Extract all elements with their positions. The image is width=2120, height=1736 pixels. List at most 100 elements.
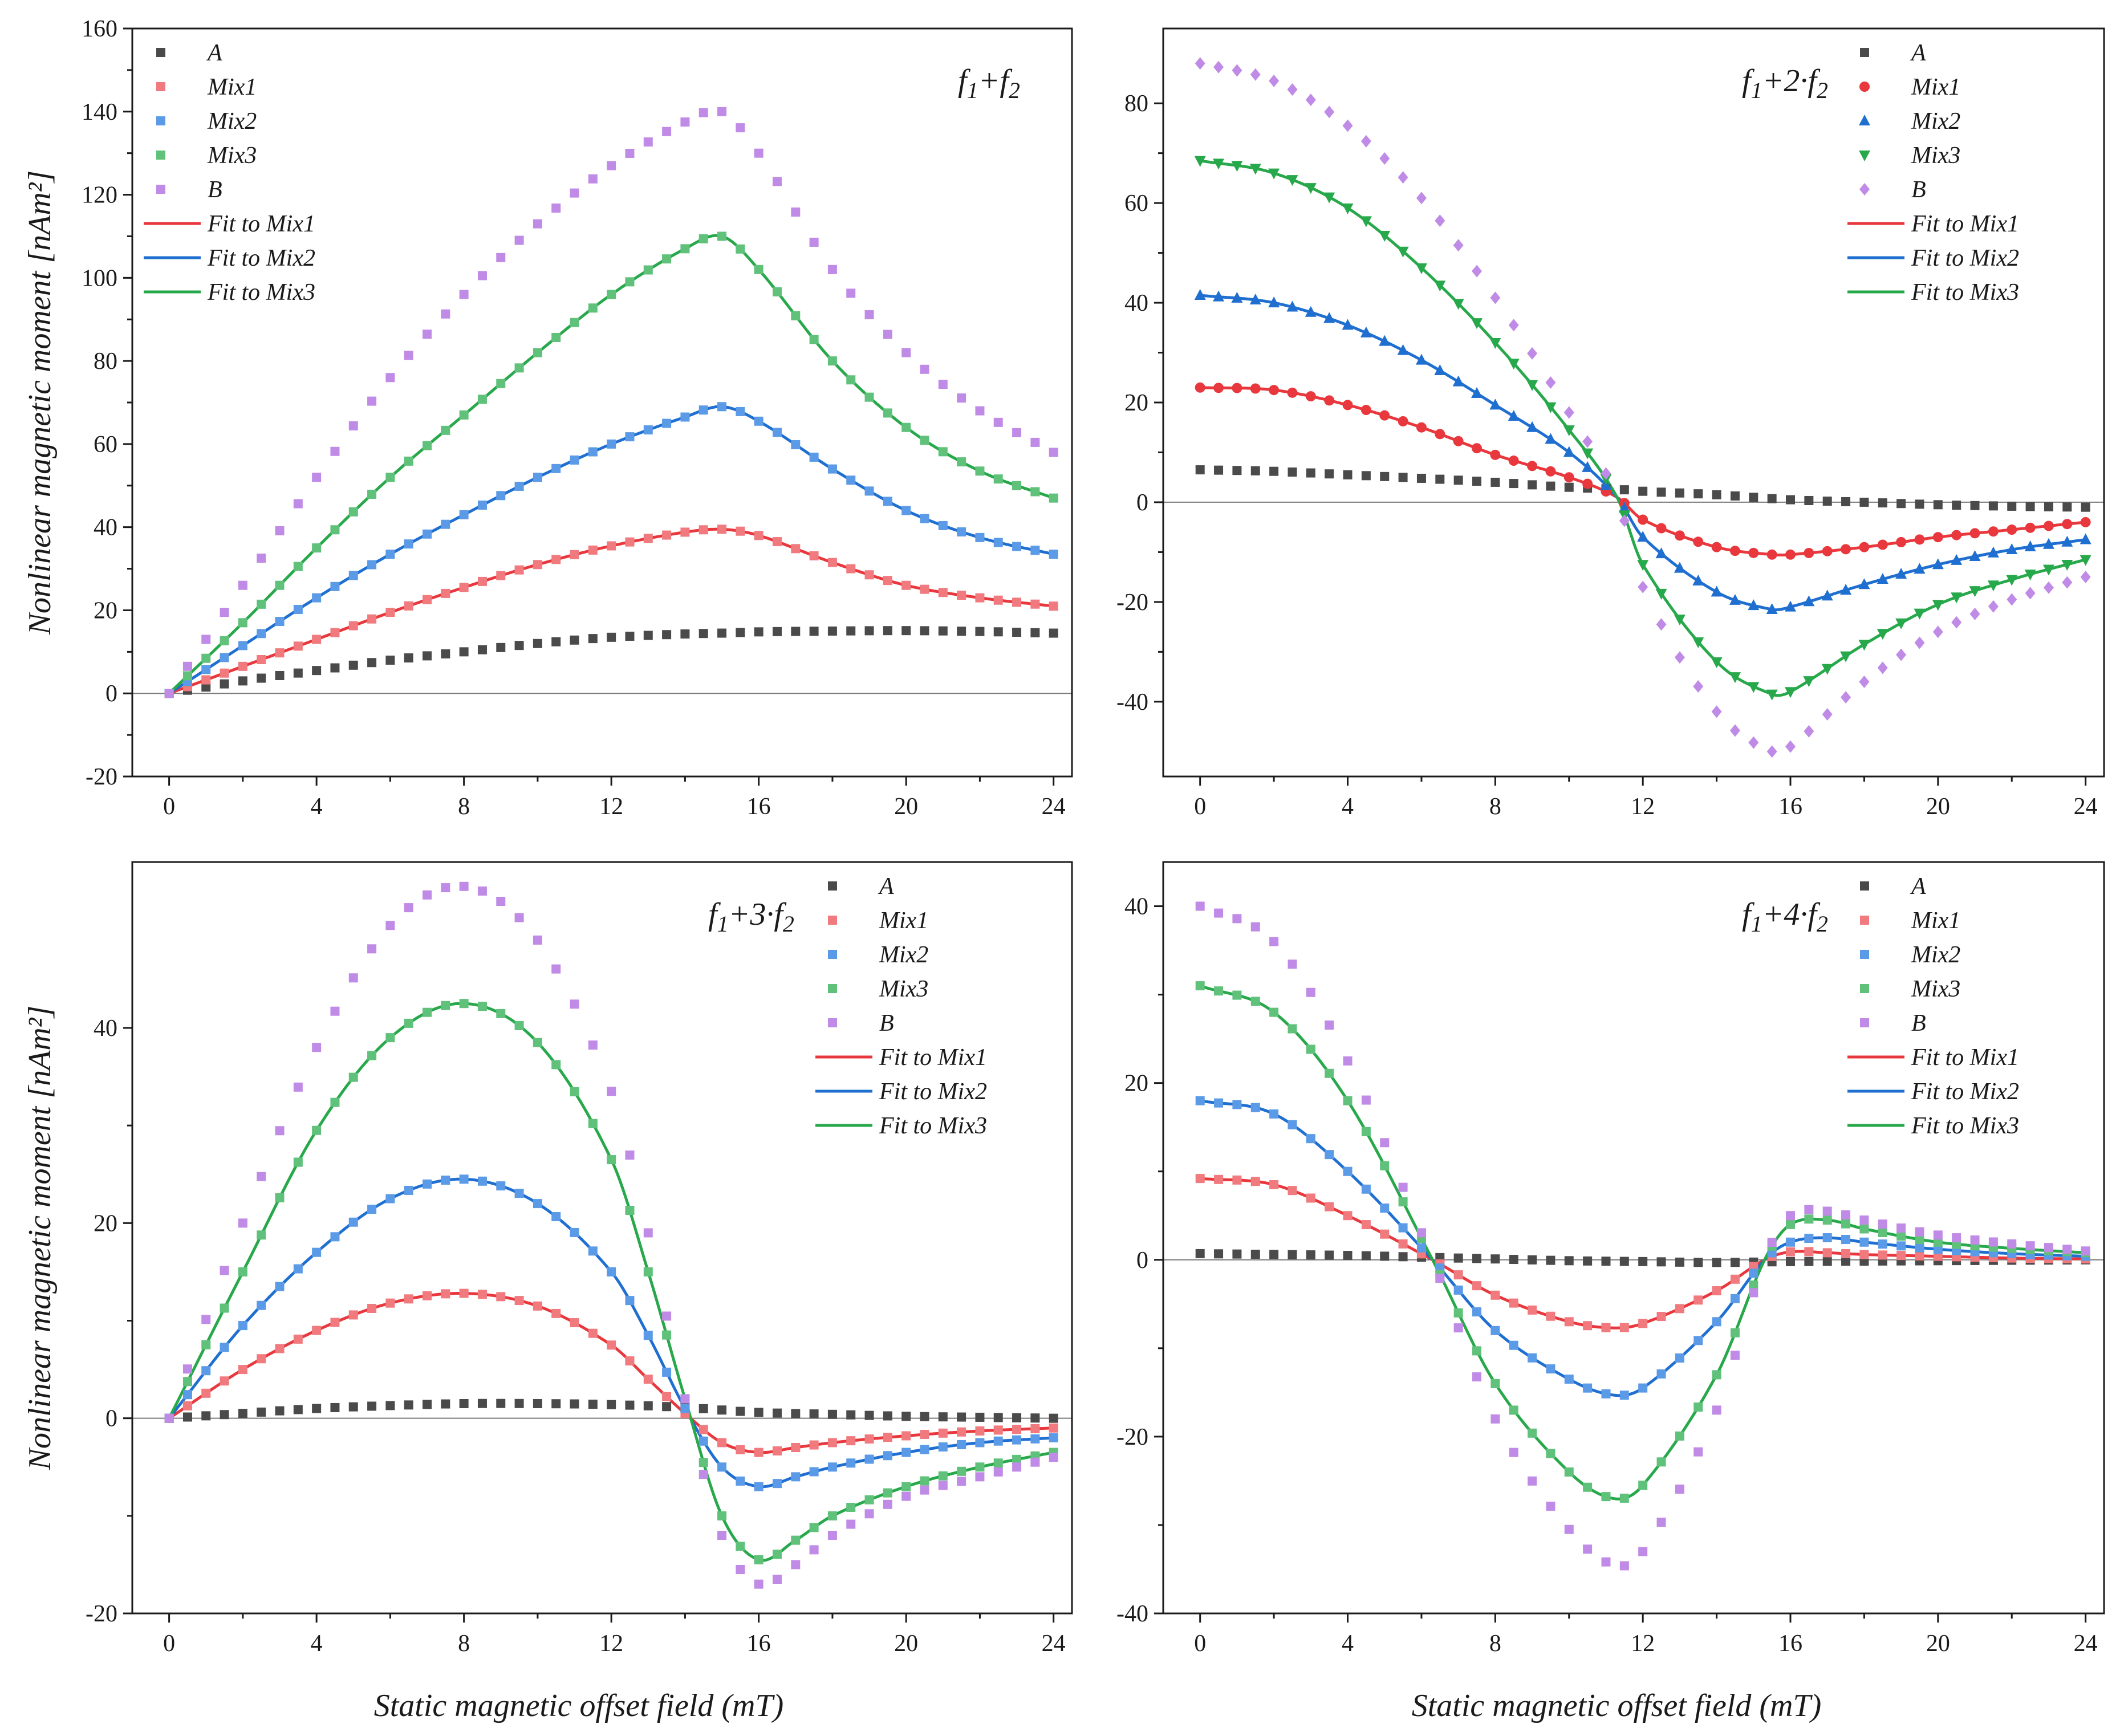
- x-tick-label: 0: [1194, 1631, 1206, 1657]
- data-point-a: [1693, 489, 1703, 499]
- data-point-mix2: [938, 1442, 948, 1452]
- data-point-mix2: [588, 1246, 598, 1256]
- data-point-mix3: [1509, 1405, 1518, 1415]
- data-point-b: [293, 1082, 303, 1092]
- data-point-mix2: [459, 510, 469, 519]
- data-point-mix3: [864, 392, 874, 402]
- data-point-mix2: [1638, 1383, 1648, 1393]
- legend-label: Mix3: [207, 143, 257, 169]
- data-point-a: [938, 626, 948, 636]
- data-point-b: [901, 348, 911, 357]
- data-point-mix1: [643, 534, 653, 543]
- data-point-mix1: [938, 588, 948, 597]
- data-point-mix2: [736, 406, 745, 416]
- data-point-b: [625, 1150, 635, 1160]
- data-point-b: [293, 499, 303, 509]
- data-point-mix1: [1379, 410, 1390, 421]
- legend-swatch-marker: [156, 48, 165, 57]
- data-point-mix3: [1194, 156, 1206, 167]
- data-point-b: [1841, 691, 1851, 704]
- data-point-a: [1546, 481, 1556, 491]
- data-point-b: [2007, 1239, 2017, 1249]
- data-point-mix1: [901, 1431, 911, 1441]
- data-point-b: [1287, 83, 1298, 96]
- data-point-a: [238, 676, 247, 686]
- data-point-b: [1361, 1095, 1371, 1105]
- data-point-a: [588, 634, 598, 644]
- data-point-mix2: [1491, 1326, 1500, 1335]
- fit-line-mix3: [1200, 159, 2086, 697]
- data-point-a: [1030, 628, 1040, 637]
- data-point-mix1: [1933, 1251, 1943, 1261]
- legend-swatch-marker: [1860, 950, 1869, 959]
- legend-label: Mix3: [879, 976, 928, 1002]
- data-point-mix3: [883, 1488, 892, 1498]
- legend-label: A: [1910, 873, 1926, 900]
- data-point-mix3: [201, 1340, 211, 1349]
- series-b: [1195, 901, 2090, 1571]
- data-point-mix1: [533, 560, 542, 570]
- legend-label: B: [1911, 177, 1926, 203]
- data-point-mix3: [1749, 1280, 1758, 1290]
- x-axis-title-bottom-right: Static magnetic offset field (mT): [1412, 1688, 1822, 1723]
- data-point-mix2: [1859, 1237, 1869, 1247]
- data-point-mix3: [1951, 592, 1963, 604]
- data-point-mix1: [1380, 1229, 1390, 1239]
- data-point-mix2: [404, 1185, 413, 1195]
- data-point-a: [993, 627, 1003, 637]
- series-b: [164, 107, 1058, 698]
- data-point-b: [1804, 725, 1814, 738]
- data-point-b: [938, 380, 948, 389]
- legend-label: B: [208, 177, 222, 203]
- data-point-mix3: [459, 410, 469, 420]
- data-point-a: [607, 1400, 616, 1409]
- x-axis-title-bottom-left: Static magnetic offset field (mT): [374, 1688, 784, 1723]
- data-point-mix3: [1379, 230, 1391, 242]
- data-point-b: [1582, 435, 1593, 448]
- data-point-mix3: [367, 1051, 377, 1060]
- data-point-mix1: [846, 564, 856, 574]
- data-point-b: [1343, 1056, 1353, 1066]
- data-point-mix2: [385, 1194, 395, 1204]
- data-point-b: [348, 421, 358, 430]
- data-point-b: [1785, 740, 1796, 753]
- data-point-mix2: [257, 1300, 266, 1310]
- data-point-mix2: [201, 1366, 211, 1376]
- data-point-mix2: [1637, 531, 1649, 542]
- data-point-b: [1914, 636, 1925, 649]
- data-point-b: [1859, 675, 1870, 688]
- data-point-mix3: [1987, 580, 1999, 592]
- data-point-mix1: [1748, 547, 1759, 558]
- data-point-b: [1416, 192, 1427, 205]
- data-point-mix3: [1380, 1161, 1390, 1170]
- legend-item: Mix3: [1860, 976, 1960, 1002]
- legend-item: Fit to Mix1: [1847, 1044, 2019, 1071]
- data-point-mix1: [662, 530, 672, 540]
- data-point-a: [1269, 1250, 1279, 1259]
- chart-panel-top-left: 0 4 8 12 16 20 24 -20 0 20 40 60 80 100 120 140 160 Nonli…: [22, 16, 1073, 820]
- legend-swatch-marker: [1860, 48, 1869, 57]
- data-point-b: [698, 1470, 708, 1479]
- data-point-b: [533, 935, 542, 945]
- data-point-mix1: [496, 1292, 506, 1302]
- x-tick-label: 4: [311, 794, 323, 820]
- y-tick-label: 40: [94, 515, 117, 541]
- data-point-b: [736, 1564, 745, 1574]
- data-point-mix3: [1693, 1402, 1703, 1412]
- data-point-b: [441, 309, 450, 319]
- data-point-b: [607, 1087, 616, 1096]
- legend-label: Fit to Mix2: [207, 245, 315, 271]
- data-point-mix3: [864, 1495, 874, 1505]
- data-point-mix1: [1822, 546, 1833, 556]
- data-point-mix1: [1693, 536, 1704, 547]
- data-point-b: [698, 108, 708, 117]
- data-point-mix2: [533, 1199, 542, 1209]
- data-point-mix1: [1416, 422, 1427, 433]
- data-point-b: [1342, 119, 1353, 132]
- data-point-b: [1638, 580, 1648, 593]
- data-point-mix1: [883, 576, 892, 586]
- data-point-mix3: [1674, 615, 1686, 626]
- data-point-a: [1491, 477, 1500, 487]
- data-point-mix3: [1049, 493, 1058, 503]
- data-point-mix2: [1656, 1369, 1666, 1379]
